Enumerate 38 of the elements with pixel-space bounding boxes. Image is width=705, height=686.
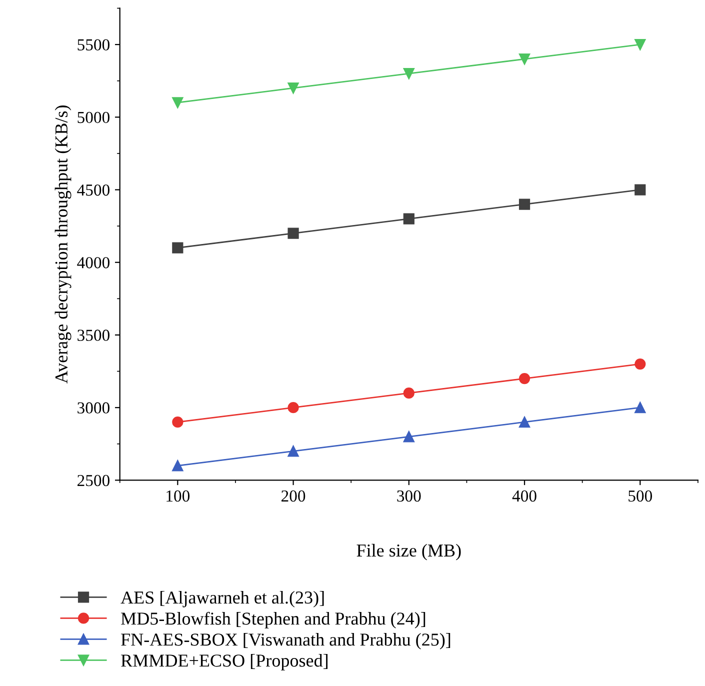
- x-tick-label: 200: [282, 490, 306, 502]
- point: [518, 372, 530, 384]
- point: [403, 431, 414, 442]
- y-tick-label: 3500: [78, 330, 110, 341]
- point: [172, 460, 184, 472]
- point: [403, 213, 414, 224]
- x-axis-title: File size (MB): [356, 544, 461, 560]
- point: [172, 97, 184, 108]
- y-tick-label: 3000: [78, 402, 110, 414]
- x-tick-label: 500: [628, 490, 652, 502]
- point: [172, 242, 184, 254]
- point: [288, 82, 299, 94]
- point: [172, 416, 184, 428]
- y-axis-title: Average decryption throughput (KB/s): [54, 106, 72, 384]
- point: [634, 184, 646, 196]
- point: [518, 54, 530, 65]
- legend-label: AES [Aljawarneh et al.(23)]: [120, 590, 324, 608]
- y-tick-label: 5000: [78, 112, 110, 124]
- x-tick-label: 300: [397, 490, 421, 502]
- point: [403, 388, 414, 399]
- point: [518, 416, 530, 428]
- point: [634, 358, 646, 370]
- point: [288, 228, 299, 239]
- point: [634, 38, 646, 50]
- y-tick-label: 2500: [78, 474, 110, 486]
- legend-label: FN-AES-SBOX [Viswanath and Prabhu (25)]: [121, 633, 450, 650]
- y-tick-label: 4000: [77, 257, 110, 268]
- y-tick-label: 4500: [77, 184, 110, 196]
- x-tick-label: 400: [512, 490, 536, 502]
- point: [288, 402, 299, 414]
- point: [634, 402, 646, 414]
- point: [403, 68, 414, 80]
- point: [288, 446, 299, 457]
- x-tick-label: 100: [166, 490, 190, 502]
- legend-label: MD5-Blowfish [Stephen and Prabhu (24)]: [121, 612, 426, 628]
- y-tick-label: 5500: [78, 39, 110, 50]
- legend-label: RMMDE+ECSO [Proposed]: [121, 654, 328, 670]
- point: [518, 198, 530, 210]
